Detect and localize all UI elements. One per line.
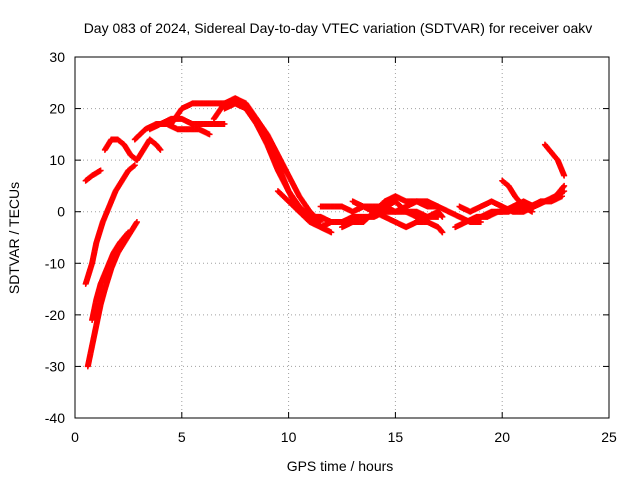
x-tick-label: 0 [71, 429, 79, 445]
series-arc-2 [84, 219, 140, 370]
data-point [125, 229, 132, 236]
series-arc-19 [467, 188, 568, 226]
series-arc-14 [339, 208, 446, 236]
series-arc-11 [232, 100, 324, 226]
data-point [561, 188, 568, 195]
data-point [317, 219, 324, 226]
data-point [328, 229, 335, 236]
series-arc-1 [82, 162, 138, 287]
series-arc-3 [89, 229, 132, 324]
data-point [157, 146, 164, 153]
y-tick-label: 0 [57, 204, 65, 220]
x-tick-label: 20 [494, 429, 510, 445]
y-tick-label: -40 [45, 410, 65, 426]
series-arc-15 [349, 198, 446, 220]
data-point [97, 167, 104, 174]
data-point [477, 219, 484, 226]
data-point [131, 162, 138, 169]
x-tick-label: 10 [281, 429, 297, 445]
series-arc-20 [499, 177, 536, 215]
y-tick-label: -10 [45, 255, 65, 271]
chart-title: Day 083 of 2024, Sidereal Day-to-day VTE… [84, 20, 593, 36]
y-tick-label: -20 [45, 307, 65, 323]
series-arc-12 [274, 188, 442, 226]
x-axis-label: GPS time / hours [287, 458, 394, 474]
x-tick-label: 25 [601, 429, 617, 445]
x-tick-label: 15 [388, 429, 404, 445]
y-tick-label: -30 [45, 358, 65, 374]
data-point [206, 131, 213, 138]
plot-frame [74, 56, 610, 419]
data-point [439, 229, 446, 236]
y-tick-label: 20 [49, 101, 65, 117]
series-arc-21 [541, 141, 568, 179]
axis-ticks [74, 56, 610, 419]
data-point [221, 121, 228, 128]
data-point [529, 208, 536, 215]
x-tick-label: 5 [178, 429, 186, 445]
y-tick-label: 30 [49, 49, 65, 65]
x-axis-tick-labels: 0 5 10 15 20 25 [71, 429, 617, 445]
data-point [561, 182, 568, 189]
series-arc-5 [101, 136, 164, 164]
data-point [439, 213, 446, 220]
data-point [561, 172, 568, 179]
y-axis-label: SDTVAR / TECUs [6, 182, 22, 294]
data-point [133, 219, 140, 226]
series-arc-7 [146, 115, 228, 133]
data-points [82, 95, 568, 370]
y-axis-tick-labels: -40 -30 -20 -10 0 10 20 30 [45, 49, 65, 426]
grid-lines [75, 57, 609, 418]
series-arc-4 [82, 167, 104, 184]
y-tick-label: 10 [49, 152, 65, 168]
